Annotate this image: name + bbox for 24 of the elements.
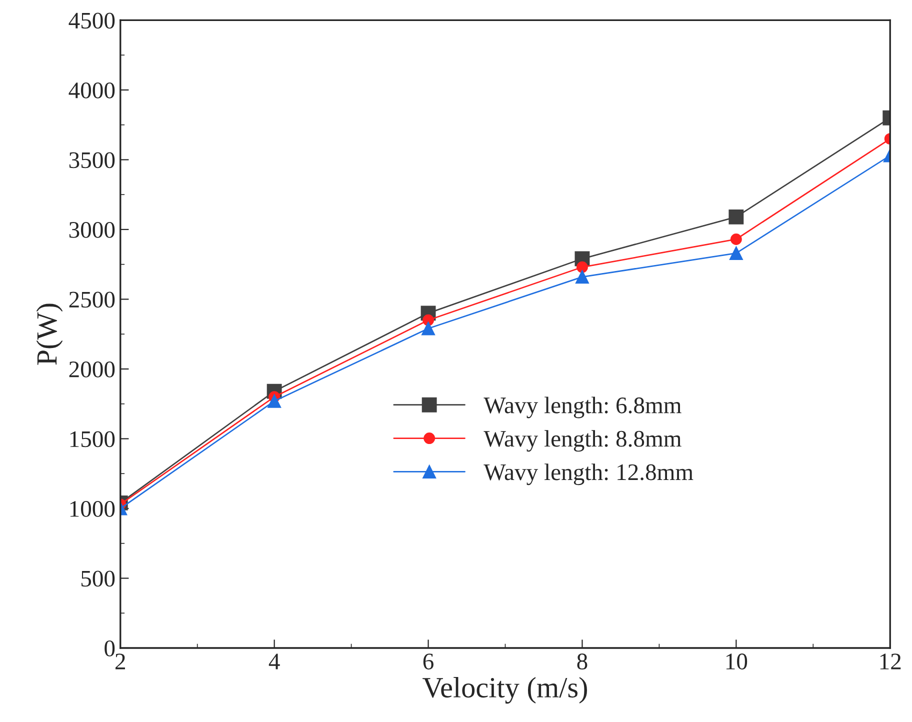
legend-label: Wavy length: 6.8mm: [484, 396, 682, 418]
x-tick-label: 4: [268, 654, 280, 670]
x-tick-label: 6: [423, 654, 434, 670]
y-tick-label: 500: [81, 570, 115, 587]
point: [422, 322, 436, 336]
point: [576, 261, 588, 273]
x-tick-label: 10: [726, 654, 748, 670]
legend-label: Wavy length: 12.8mm: [484, 464, 694, 486]
y-tick-label: 2000: [69, 361, 115, 378]
x-axis-title: Velocity (m/s): [422, 677, 587, 704]
y-tick-label: 1500: [70, 431, 115, 448]
point: [575, 270, 589, 284]
y-tick-label: 3000: [69, 222, 115, 238]
y-tick-label: 4000: [68, 82, 115, 98]
x-tick-label: 2: [116, 654, 125, 670]
x-tick-label: 8: [577, 654, 588, 670]
y-axis-title: P(W): [36, 304, 63, 365]
y-tick-label: 0: [104, 640, 115, 656]
y-tick-label: 4500: [68, 12, 115, 29]
y-tick-label: 3500: [69, 152, 115, 168]
y-tick-label: 1000: [70, 500, 115, 517]
x-tick-label: 12: [880, 654, 901, 670]
y-tick-label: 2500: [69, 292, 115, 308]
legend-label: Wavy length: 8.8mm: [484, 430, 682, 452]
